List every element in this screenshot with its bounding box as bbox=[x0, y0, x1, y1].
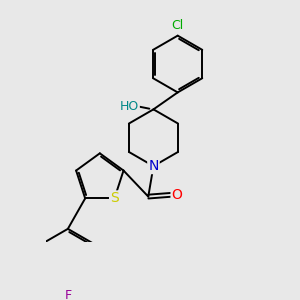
Text: O: O bbox=[172, 188, 182, 202]
Text: N: N bbox=[148, 159, 159, 173]
Text: HO: HO bbox=[120, 100, 139, 113]
Text: Cl: Cl bbox=[172, 20, 184, 32]
Text: S: S bbox=[110, 191, 119, 206]
Text: F: F bbox=[64, 290, 71, 300]
